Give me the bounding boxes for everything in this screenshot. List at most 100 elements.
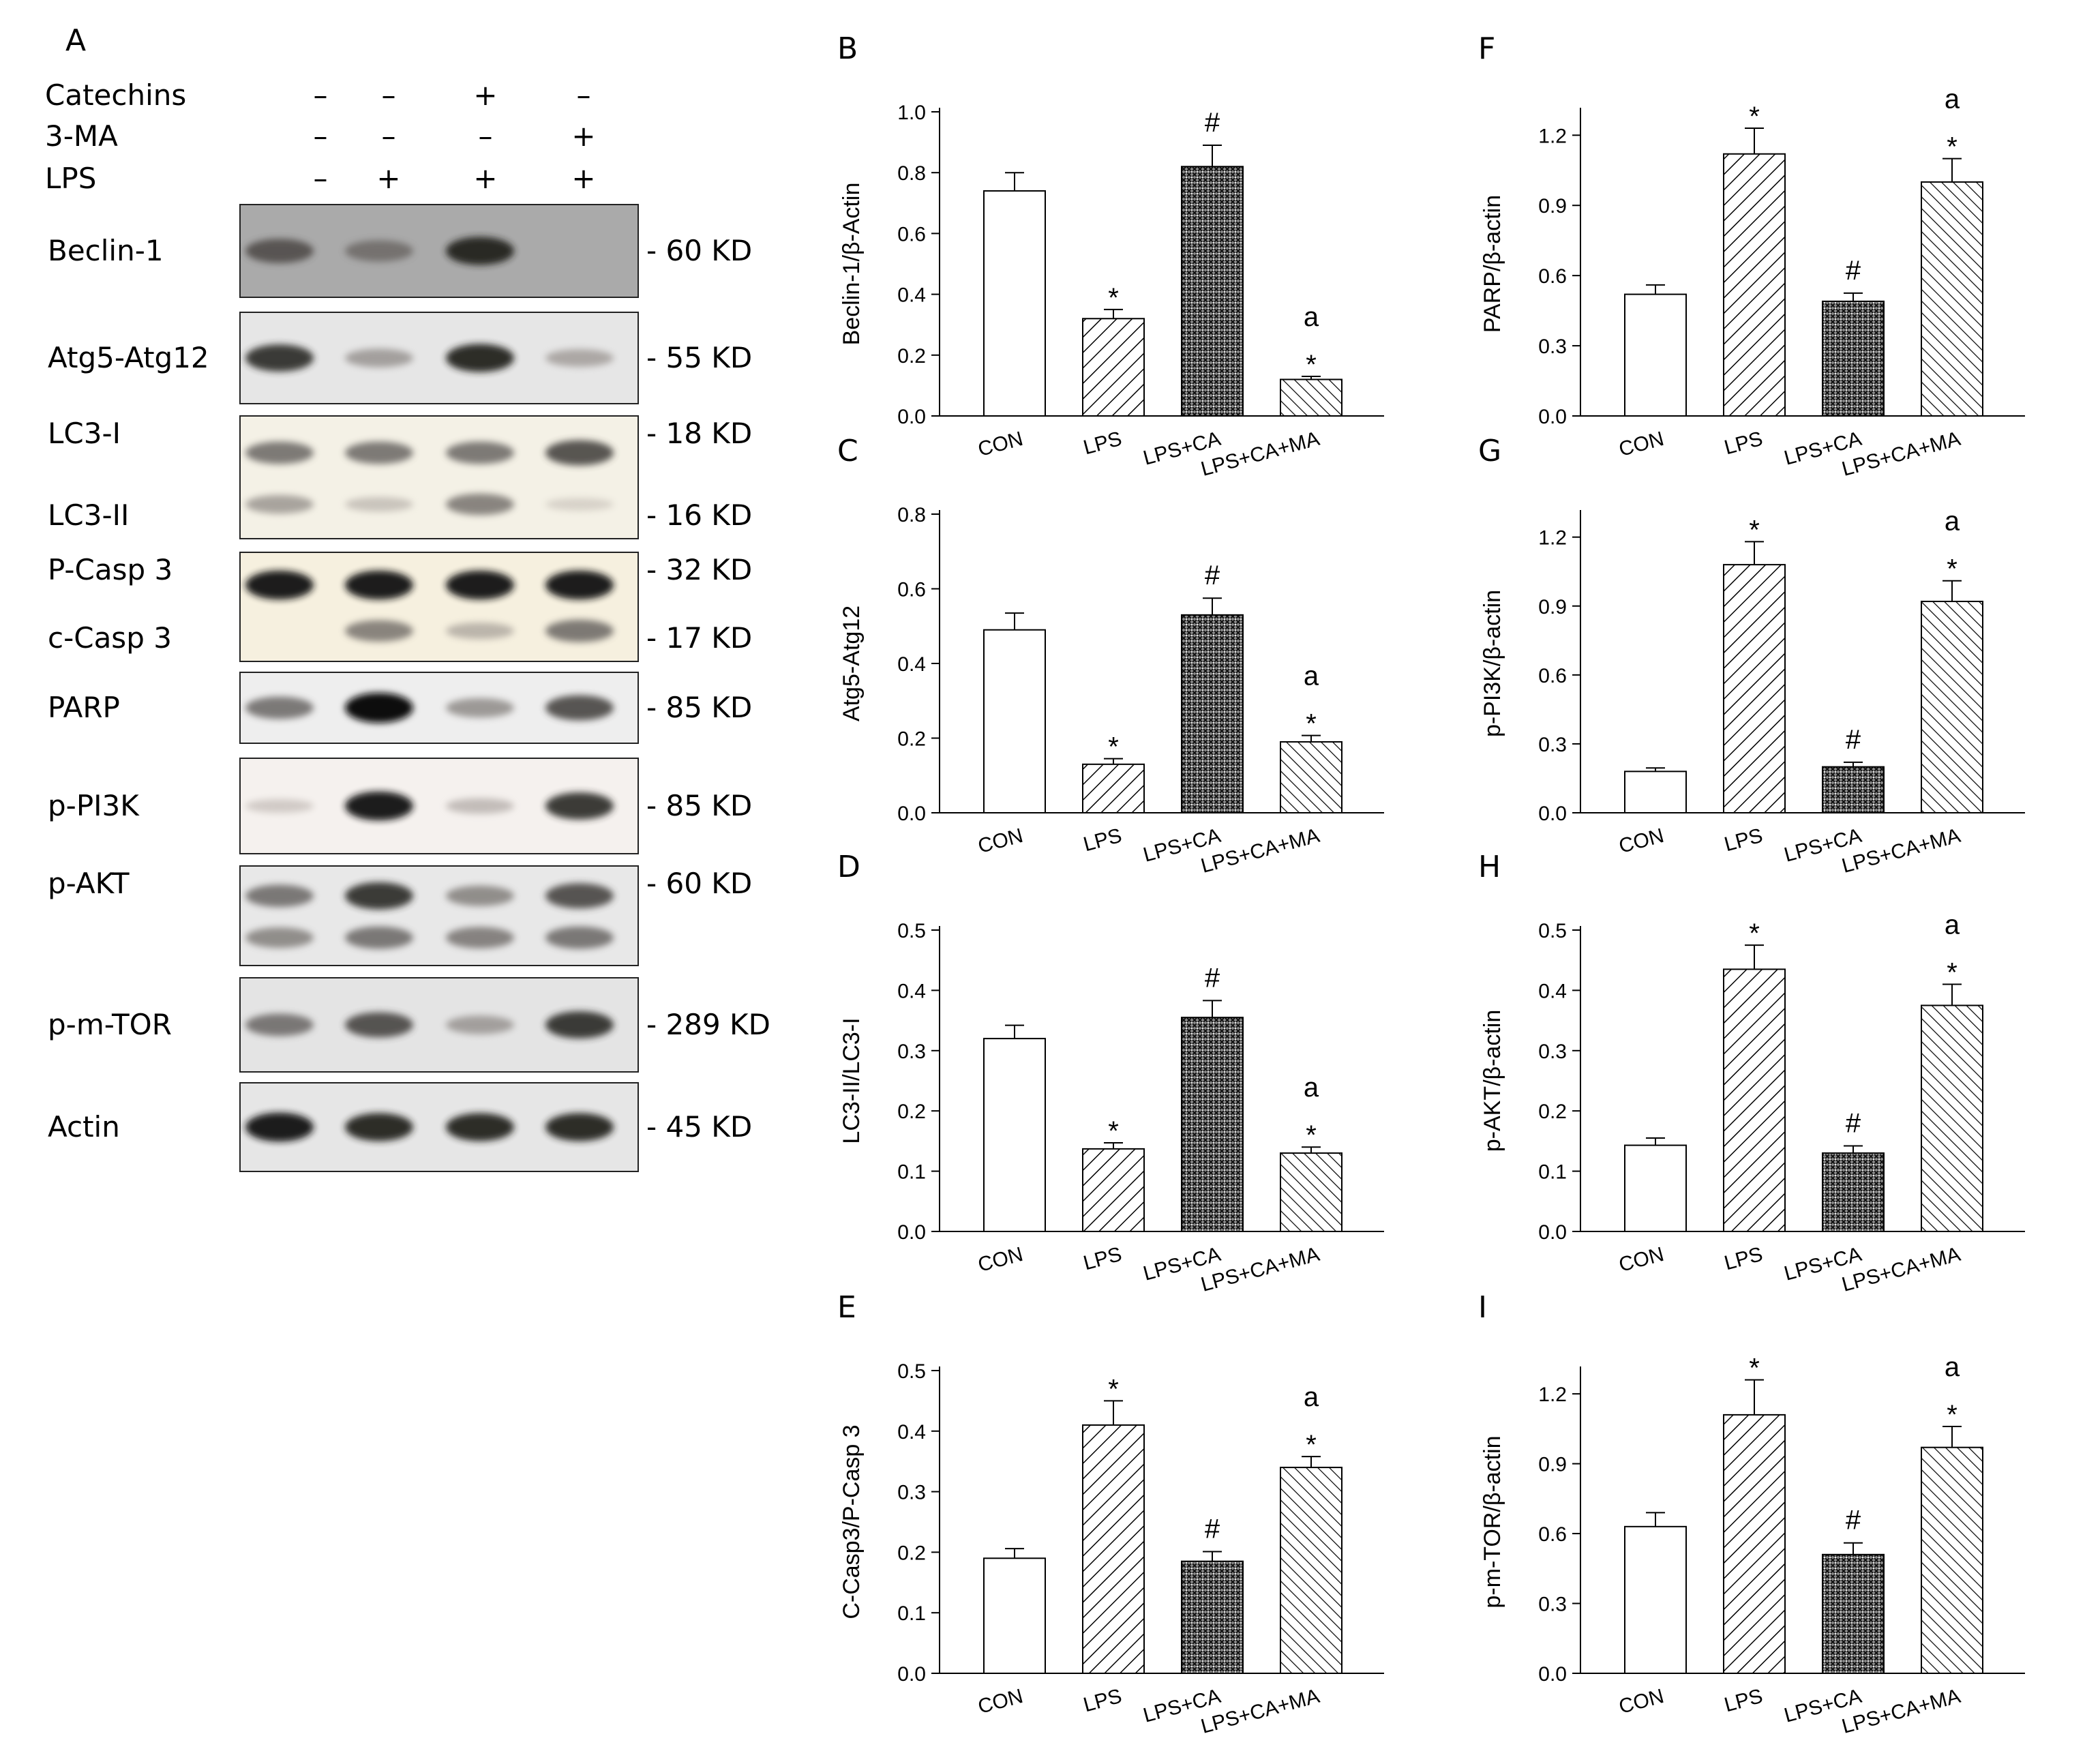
- blot-beclin-1: Beclin-1 - 60 KD: [48, 204, 752, 298]
- bar-lps: [1082, 763, 1145, 813]
- blot-label-c-casp-3: c-Casp 3: [48, 621, 172, 655]
- blot-size-marker: - 16 KD: [646, 498, 752, 532]
- significance-mark: *: [1108, 1116, 1119, 1146]
- blot-label-p-pi3k: p-PI3K: [48, 789, 140, 822]
- significance-mark: a: [1945, 507, 1960, 537]
- bar-lps: [1723, 968, 1786, 1232]
- y-axis-label: LC3-II/LC3-I: [839, 1017, 865, 1143]
- blot-band: [545, 440, 614, 466]
- bar-lps-ca-ma: [1280, 378, 1342, 417]
- y-tick-label: 0.2: [897, 728, 926, 751]
- significance-mark: *: [1306, 709, 1317, 739]
- blot-band: [345, 1012, 413, 1038]
- blot-size-marker: - 18 KD: [646, 417, 752, 450]
- y-tick-label: 0.5: [1538, 920, 1567, 942]
- treatment-sign: +: [376, 162, 400, 195]
- y-tick-label: 0.8: [897, 504, 926, 526]
- blot-band: [345, 240, 413, 262]
- panel-label-I: I: [1478, 1290, 1487, 1325]
- x-tick-label: LPS: [1722, 428, 1765, 460]
- blot-band: [345, 496, 413, 512]
- treatment-sign: –: [382, 78, 396, 112]
- blot-band: [446, 1113, 514, 1141]
- y-tick-label: 0.1: [897, 1161, 926, 1184]
- blot-band: [446, 927, 514, 948]
- significance-mark: #: [1846, 725, 1861, 755]
- bar-lps: [1082, 1424, 1145, 1674]
- blot-band: [545, 1011, 614, 1038]
- panel-label-E: E: [837, 1290, 856, 1325]
- y-tick-label: 0.3: [1538, 335, 1567, 358]
- y-axis-label: PARP/β-actin: [1480, 195, 1505, 333]
- bar-lps: [1082, 318, 1145, 417]
- blot-label-parp: PARP: [48, 691, 120, 724]
- treatment-sign: +: [571, 162, 595, 195]
- y-tick-label: 0.0: [897, 1663, 926, 1686]
- blot-band: [446, 441, 514, 464]
- panel-label-B: B: [837, 31, 858, 66]
- blot-band: [545, 1113, 614, 1141]
- blot-band: [446, 798, 514, 814]
- y-axis-label: p-m-TOR/β-actin: [1480, 1435, 1505, 1608]
- blot-label-p-m-tor: p-m-TOR: [48, 1008, 172, 1041]
- y-tick-label: 0.2: [897, 1101, 926, 1123]
- blot-band: [245, 927, 314, 948]
- significance-mark: *: [1947, 1400, 1957, 1430]
- blot-lc3-i: LC3-I LC3-II - 18 KD - 16 KD: [48, 415, 752, 539]
- treatment-sign: –: [577, 78, 591, 112]
- y-tick-label: 0.3: [897, 1041, 926, 1063]
- significance-mark: #: [1205, 1514, 1220, 1544]
- significance-mark: #: [1205, 963, 1220, 993]
- bar-lps-ca-ma: [1280, 1467, 1342, 1675]
- bar-con: [1624, 293, 1687, 417]
- chart-panel-E: E 0.0 0.1 0.2 0.3 0.4 0.5 C-Casp3/P-Casp 3 CON * L…: [837, 1290, 1384, 1738]
- blot-band: [245, 239, 314, 263]
- blot-size-marker: - 45 KD: [646, 1110, 752, 1143]
- blot-band: [245, 441, 314, 464]
- bar-lps-ca: [1181, 1560, 1244, 1674]
- blot-band: [245, 570, 314, 600]
- y-tick-label: 1.2: [1538, 125, 1567, 147]
- blot-label-actin: Actin: [48, 1110, 120, 1143]
- chart-panel-B: B 0.0 0.2 0.4 0.6 0.8 1.0 Beclin-1/β-Actin CON * L…: [837, 31, 1384, 481]
- significance-mark: *: [1306, 1120, 1317, 1150]
- x-tick-label: CON: [1617, 1243, 1666, 1276]
- blot-label-lc3-ii: LC3-II: [48, 498, 129, 532]
- bar-con: [983, 1557, 1046, 1675]
- blot-size-marker: - 60 KD: [646, 867, 752, 900]
- bar-con: [983, 190, 1046, 417]
- blot-band: [545, 498, 614, 511]
- significance-mark: a: [1304, 1073, 1319, 1103]
- bar-lps: [1723, 564, 1786, 813]
- blot-band: [545, 883, 614, 909]
- y-tick-label: 0.4: [897, 1421, 926, 1444]
- y-axis-label: Atg5-Atg12: [839, 606, 865, 721]
- x-tick-label: CON: [976, 1685, 1025, 1718]
- blot-band: [545, 349, 614, 367]
- treatment-sign: –: [479, 119, 493, 153]
- bar-lps-ca-ma: [1280, 741, 1342, 813]
- significance-mark: a: [1304, 1382, 1319, 1412]
- x-tick-label: LPS: [1722, 824, 1765, 856]
- y-tick-label: 0.6: [1538, 665, 1567, 687]
- y-tick-label: 0.8: [897, 162, 926, 185]
- significance-mark: #: [1846, 1108, 1861, 1138]
- bar-lps-ca: [1181, 1017, 1244, 1233]
- y-tick-label: 0.0: [1538, 803, 1567, 825]
- significance-mark: a: [1945, 1352, 1960, 1382]
- y-tick-label: 0.2: [1538, 1101, 1567, 1123]
- bar-lps-ca-ma: [1921, 1004, 1983, 1232]
- blot-band: [245, 884, 314, 908]
- y-tick-label: 0.5: [897, 1360, 926, 1383]
- y-tick-label: 0.0: [897, 406, 926, 428]
- significance-mark: *: [1947, 554, 1957, 584]
- y-tick-label: 0.9: [1538, 1454, 1567, 1476]
- x-tick-label: LPS: [1081, 824, 1124, 856]
- y-axis-label: p-PI3K/β-actin: [1480, 590, 1505, 737]
- blot-frame: [239, 415, 639, 539]
- y-axis-label: p-AKT/β-actin: [1480, 1010, 1505, 1152]
- bar-lps: [1723, 153, 1786, 417]
- blot-actin: Actin - 45 KD: [48, 1082, 752, 1172]
- blot-frame: [239, 552, 639, 662]
